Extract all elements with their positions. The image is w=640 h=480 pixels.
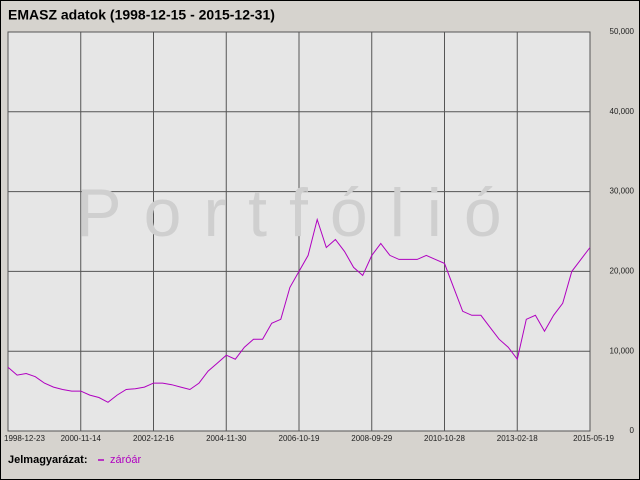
x-tick-label: 2002-12-16 [133, 434, 174, 443]
legend-title: Jelmagyarázat: [8, 454, 88, 466]
x-tick-label: 1998-12-23 [4, 434, 45, 443]
x-tick-label: 2008-09-29 [351, 434, 392, 443]
y-tick-label: 30,000 [610, 187, 635, 196]
chart-title: EMASZ adatok (1998-12-15 - 2015-12-31) [8, 7, 275, 23]
x-tick-label: 2013-02-18 [497, 434, 538, 443]
x-tick-label: 2006-10-19 [279, 434, 320, 443]
y-tick-label: 20,000 [610, 267, 635, 276]
y-tick-label: 10,000 [610, 346, 635, 355]
price-line [7, 217, 591, 403]
plot [7, 217, 591, 403]
y-tick-label: 40,000 [610, 107, 635, 116]
x-tick-label: 2000-11-14 [61, 434, 102, 443]
x-tick-label: 2010-10-28 [424, 434, 465, 443]
legend-label: záróár [110, 454, 142, 466]
x-tick-label: 2015-05-19 [573, 434, 614, 443]
watermark: Portfólió [76, 175, 523, 251]
x-tick-label: 2004-11-30 [206, 434, 247, 443]
y-tick-label: 50,000 [610, 27, 635, 36]
y-tick-label: 0 [630, 426, 635, 435]
